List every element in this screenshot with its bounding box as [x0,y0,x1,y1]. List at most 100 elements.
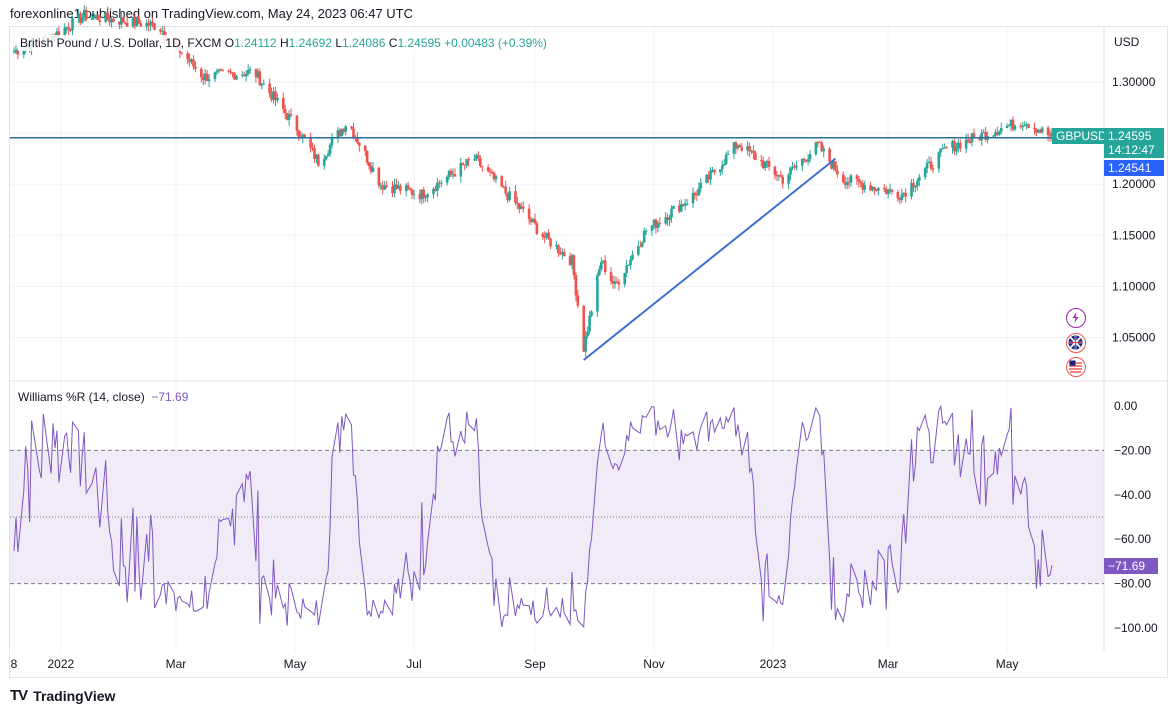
candle-body [326,153,330,156]
candle-body [295,115,299,131]
candle-body [623,272,627,285]
candle-body [1011,119,1015,130]
candle-body [1037,130,1040,133]
candle-body [777,175,781,177]
candle-body [695,194,699,196]
candle-body [964,139,968,149]
candle-body [94,15,98,17]
candle-body [188,59,191,63]
candle-body [1035,128,1038,133]
candle-body [324,155,328,160]
candle-body [713,169,716,173]
candle-body [248,69,252,71]
symbol-legend[interactable]: British Pound / U.S. Dollar, 1D, FXCM O1… [18,35,549,51]
candle-body [923,168,927,178]
candle-body [500,176,504,187]
candle-body [711,169,714,171]
candle-body [804,159,808,162]
candle-body [16,49,20,55]
candle-body [845,181,849,186]
candle-body [369,165,373,172]
candle-body [276,97,279,101]
candle-body [945,147,948,149]
lightning-event-icon[interactable] [1066,308,1086,328]
trend-line [583,157,837,361]
legend-open: 1.24112 [234,36,277,50]
candle-body [317,154,320,166]
candle-body [1048,135,1052,137]
candle-body [221,69,225,71]
publisher-header: forexonline1 published on TradingView.co… [10,6,414,21]
price-tick-label: 1.20000 [1112,177,1156,191]
candle-body [937,152,941,169]
candle-body [642,230,646,243]
candle-body [873,186,876,190]
candle-body [535,223,539,234]
us-flag-event-icon[interactable] [1066,357,1086,377]
candle-body [153,23,156,30]
candle-body [297,130,301,137]
candle-body [494,176,498,180]
candle-body [110,18,113,23]
candle-body [609,272,613,282]
candle-body [84,9,88,20]
time-tick-label: May [996,657,1019,671]
williams-levels [10,449,1104,585]
legend-high-label: H [279,36,289,50]
candle-body [871,186,874,191]
countdown: 14:12:47 [1108,143,1155,157]
candle-body [627,264,630,266]
candle-body [720,165,724,170]
candle-body [385,185,388,187]
candle-body [678,205,681,212]
williams-tick-label: −100.00 [1114,621,1158,635]
candle-body [637,246,640,255]
williams-axis-ticks: 0.00 −20.00 −40.00 −60.00 −80.00 −100.00 [1114,399,1158,635]
candle-body [186,53,189,60]
candle-body [322,159,326,166]
candle-body [830,161,833,169]
candle-body [219,69,223,71]
candle-body [1019,125,1023,128]
candle-body [650,225,654,231]
candle-body [559,252,562,255]
candle-body [379,185,383,187]
symbol-tag: GBPUSD [1052,128,1111,144]
candle-body [412,194,416,196]
williams-value-tag: −71.69 [1104,558,1158,574]
candle-body [118,21,121,25]
candle-body [527,208,531,220]
candle-body [518,203,521,209]
candle-body [106,12,109,20]
candle-body [71,17,74,31]
candle-body [135,18,139,26]
candle-body [1033,127,1036,129]
candle-body [765,160,769,163]
legend-high: 1.24692 [288,36,332,50]
uk-flag-event-icon[interactable] [1066,333,1086,353]
candle-body [613,281,617,284]
candle-body [65,27,68,29]
footer-brand[interactable]: TV TradingView [10,687,115,704]
candle-body [233,73,236,80]
candle-body [149,21,152,26]
candle-body [408,188,412,190]
candle-body [200,68,203,78]
williams-value: −71.69 [151,390,189,404]
candle-body [69,29,72,31]
candle-body [381,185,385,190]
candle-body [514,191,517,203]
candle-body [439,182,443,184]
candle-body [235,75,238,80]
candle-body [92,16,96,18]
candle-body [697,188,701,196]
candle-body [754,153,757,161]
williams-legend[interactable]: Williams %R (14, close) −71.69 [18,390,188,404]
candle-body [918,177,921,181]
candle-body [285,113,289,120]
candle-body [693,193,697,195]
candle-body [274,91,277,101]
candle-body [365,150,369,163]
candle-body [1013,125,1017,130]
